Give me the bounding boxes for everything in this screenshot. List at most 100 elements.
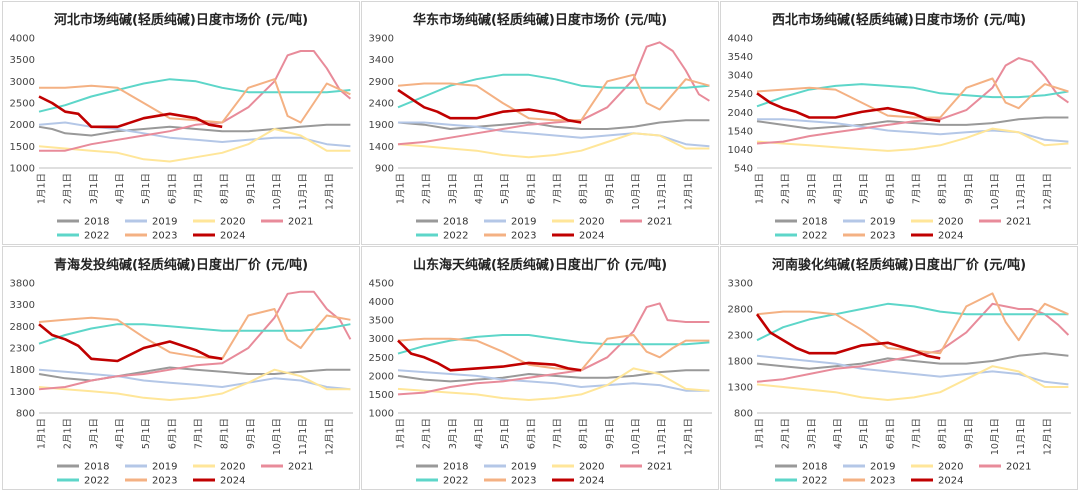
chart-panel-qinghai: 青海发投纯碱(轻质纯碱)日度出厂价 (元/吨) 800 1300 1800 2300 28… (2, 246, 360, 490)
legend-label: 2020 (220, 217, 245, 228)
x-tick-label: 6月1日 (885, 418, 896, 449)
chart-qinghai: 青海发投纯碱(轻质纯碱)日度出厂价 (元/吨) 800 1300 1800 2300 28… (10, 257, 353, 487)
y-tick-label: 1800 (728, 357, 753, 368)
legend-label: 2024 (220, 476, 245, 487)
series-line-2024 (38, 323, 223, 363)
x-tick-label: 7月1日 (553, 418, 564, 449)
x-tick-label: 4月1日 (833, 418, 844, 449)
y-tick-label: 1500 (369, 390, 394, 401)
x-tick-label: 5月1日 (141, 173, 152, 204)
x-tick-label: 12月1日 (683, 173, 694, 210)
x-tick-label: 12月1日 (324, 418, 335, 455)
x-tick-label: 2月1日 (781, 418, 792, 449)
y-tick-label: 2300 (10, 344, 35, 355)
y-tick-label: 2540 (728, 89, 753, 100)
series-line-2024 (397, 88, 582, 124)
legend-label: 2022 (443, 476, 468, 487)
legend-label: 2019 (152, 462, 177, 473)
x-tick-label: 1月1日 (755, 418, 766, 449)
x-tick-label: 7月1日 (553, 173, 564, 204)
x-tick-label: 3月1日 (448, 173, 459, 204)
x-tick-label: 10月1日 (272, 173, 283, 210)
x-tick-label: 8月1日 (938, 173, 949, 204)
x-tick-label: 10月1日 (631, 418, 642, 455)
legend-label: 2020 (938, 217, 963, 228)
legend-label: 2024 (938, 476, 963, 487)
legend-label: 2020 (938, 462, 963, 473)
chart-panel-shandong: 山东海天纯碱(轻质纯碱)日度出厂价 (元/吨) 1000 1500 2000 2500 3… (361, 246, 719, 490)
chart-shandong: 山东海天纯碱(轻质纯碱)日度出厂价 (元/吨) 1000 1500 2000 2500 3… (369, 257, 712, 487)
y-tick-label: 2500 (369, 353, 394, 364)
y-tick-label: 3000 (369, 334, 394, 345)
x-tick-label: 3月1日 (448, 418, 459, 449)
series-line-2018 (397, 119, 710, 130)
x-tick-label: 11月1日 (298, 418, 309, 455)
x-tick-label: 9月1日 (964, 173, 975, 204)
x-tick-label: 2月1日 (422, 418, 433, 449)
x-tick-label: 11月1日 (657, 173, 668, 210)
chart-panel-hebei: 河北市场纯碱(轻质纯碱)日度市场价 (元/吨) 1000 1500 2000 2500 3… (2, 1, 360, 245)
x-tick-label: 2月1日 (63, 418, 74, 449)
x-tick-label: 4月1日 (115, 173, 126, 204)
x-tick-label: 9月1日 (964, 418, 975, 449)
x-tick-label: 10月1日 (272, 418, 283, 455)
y-tick-label: 3400 (369, 55, 394, 66)
legend-label: 2018 (443, 217, 468, 228)
series-line-2021 (397, 41, 710, 146)
series-line-2020 (397, 367, 710, 401)
series-line-2021 (38, 290, 352, 391)
series-line-2022 (38, 323, 351, 345)
x-tick-label: 10月1日 (990, 173, 1001, 210)
series-line-2023 (756, 77, 1069, 119)
legend-label: 2021 (288, 462, 313, 473)
x-tick-label: 8月1日 (579, 173, 590, 204)
series-line-2021 (756, 57, 1069, 145)
x-tick-label: 4月1日 (833, 173, 844, 204)
legend-label: 2024 (579, 476, 604, 487)
legend-label: 2023 (152, 231, 177, 242)
y-tick-label: 2900 (369, 77, 394, 88)
y-tick-label: 2300 (728, 331, 753, 342)
legend-label: 2018 (443, 462, 468, 473)
x-tick-label: 1月1日 (396, 418, 407, 449)
series-line-2023 (397, 334, 710, 372)
x-tick-label: 3月1日 (89, 418, 100, 449)
legend-label: 2019 (511, 217, 536, 228)
legend-label: 2023 (870, 476, 895, 487)
series-line-2022 (397, 334, 710, 355)
series-line-2021 (756, 302, 1070, 383)
chart-title: 河北市场纯碱(轻质纯碱)日度市场价 (元/吨) (54, 12, 308, 28)
x-tick-label: 6月1日 (526, 418, 537, 449)
x-tick-label: 5月1日 (500, 173, 511, 204)
legend-label: 2022 (802, 476, 827, 487)
y-tick-label: 2400 (369, 99, 394, 110)
y-tick-label: 2040 (728, 108, 753, 119)
y-tick-label: 1540 (728, 126, 753, 137)
legend-label: 2024 (579, 231, 604, 242)
x-tick-label: 7月1日 (912, 418, 923, 449)
x-tick-label: 12月1日 (324, 173, 335, 210)
series-line-2019 (38, 368, 351, 391)
x-tick-label: 3月1日 (807, 173, 818, 204)
x-tick-label: 7月1日 (194, 173, 205, 204)
y-tick-label: 1300 (728, 383, 753, 394)
x-tick-label: 11月1日 (657, 418, 668, 455)
x-tick-label: 1月1日 (37, 418, 48, 449)
x-tick-label: 4月1日 (474, 173, 485, 204)
x-tick-label: 10月1日 (990, 418, 1001, 455)
x-tick-label: 4月1日 (474, 418, 485, 449)
chart-title: 华东市场纯碱(轻质纯碱)日度市场价 (元/吨) (413, 12, 667, 28)
x-tick-label: 9月1日 (605, 418, 616, 449)
x-tick-label: 1月1日 (37, 173, 48, 204)
series-line-2020 (38, 128, 351, 163)
series-line-2024 (755, 313, 941, 360)
series-line-2023 (38, 308, 351, 360)
x-tick-label: 8月1日 (938, 418, 949, 449)
x-tick-label: 11月1日 (298, 173, 309, 210)
series-line-2023 (397, 73, 710, 122)
y-tick-label: 1500 (10, 142, 35, 153)
legend-label: 2022 (802, 231, 827, 242)
legend-label: 2020 (579, 462, 604, 473)
x-tick-label: 11月1日 (1016, 418, 1027, 455)
y-tick-label: 3000 (10, 77, 35, 88)
